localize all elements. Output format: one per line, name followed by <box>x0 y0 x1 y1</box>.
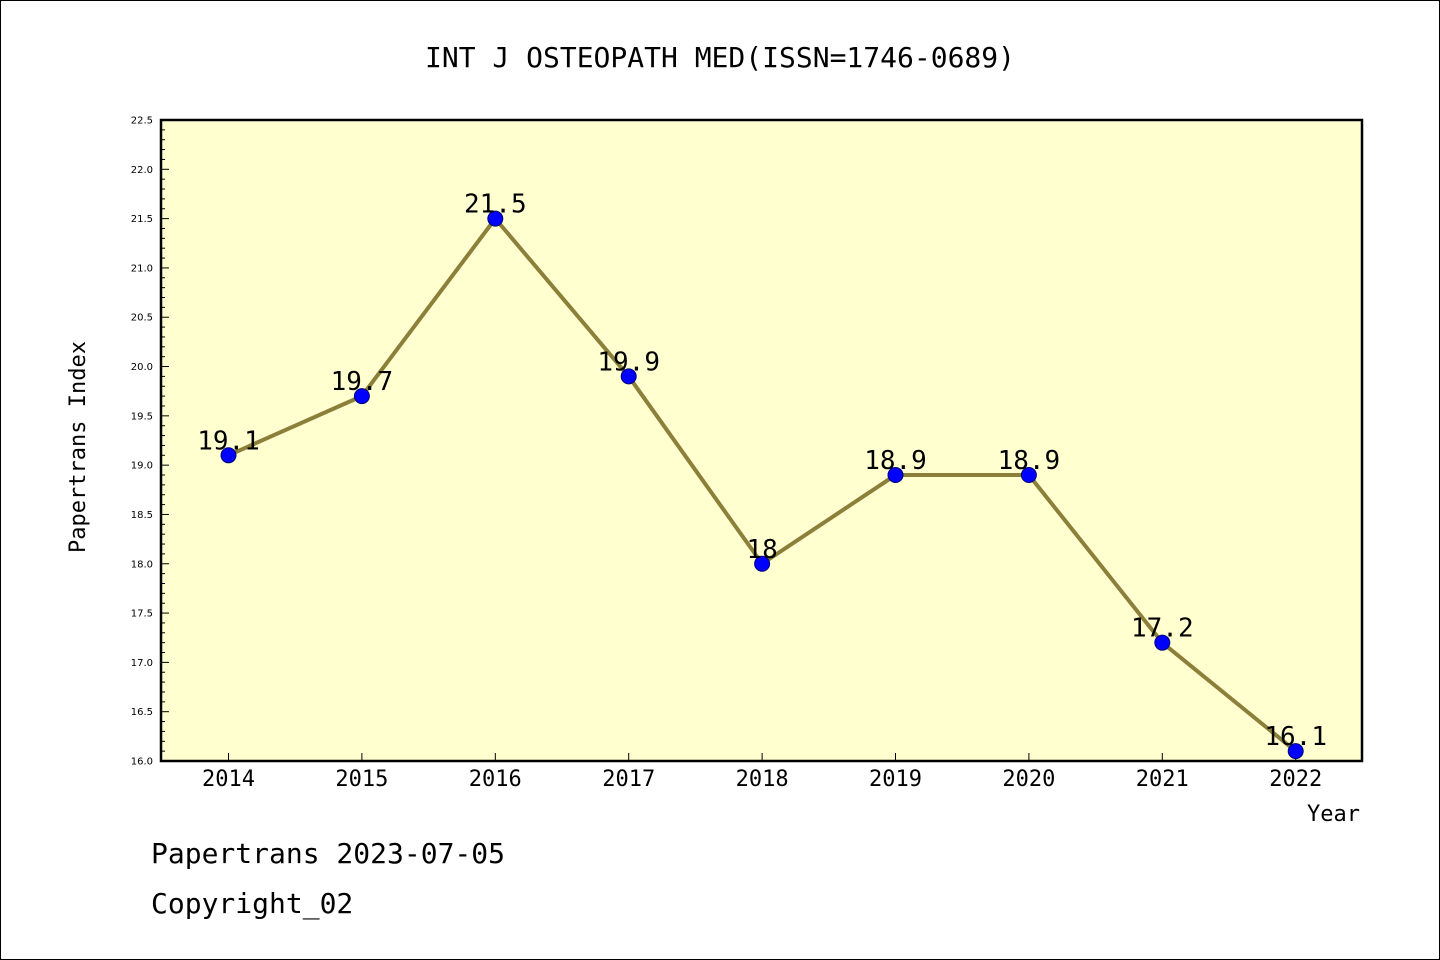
data-labels: 19.1 19.7 21.5 19.9 18 18.9 18.9 17.2 16.1 <box>197 190 1327 753</box>
x-tick-label: 2020 <box>1002 767 1055 792</box>
x-tick-label: 2018 <box>736 767 789 792</box>
data-label: 18 <box>746 535 777 565</box>
data-point <box>220 447 237 464</box>
data-label: 19.7 <box>331 367 394 397</box>
data-label: 21.5 <box>464 190 527 220</box>
data-label: 17.2 <box>1131 614 1194 644</box>
y-tick-label: 19.5 <box>131 411 153 422</box>
x-axis: 2014 2015 2016 2017 2018 2019 2020 2021 2022 <box>202 753 1322 792</box>
y-tick-label: 18.0 <box>131 559 153 570</box>
data-point <box>887 467 904 484</box>
y-axis: 16.0 16.5 17.0 17.5 18.0 18.5 19.0 19.5 20.0 20.5… <box>131 116 169 768</box>
data-point <box>1154 634 1171 651</box>
y-tick-label: 16.5 <box>131 707 153 718</box>
x-axis-label: Year <box>1307 802 1360 827</box>
plot-area <box>159 118 1364 763</box>
y-tick-label: 22.5 <box>131 116 153 127</box>
y-tick-label: 20.5 <box>131 313 153 324</box>
y-tick-label: 21.5 <box>131 214 153 225</box>
y-tick-label: 21.0 <box>131 263 153 274</box>
y-tick-label: 17.5 <box>131 609 153 620</box>
y-tick-label: 16.0 <box>131 757 153 768</box>
x-tick-label: 2015 <box>335 767 388 792</box>
y-tick-label: 20.0 <box>131 362 153 373</box>
data-point <box>754 555 771 572</box>
data-label: 18.9 <box>998 446 1061 476</box>
data-markers <box>220 210 1304 760</box>
data-point <box>487 210 504 227</box>
data-point <box>1287 743 1304 760</box>
data-label: 16.1 <box>1264 722 1327 752</box>
data-point <box>620 368 637 385</box>
x-tick-label: 2017 <box>602 767 655 792</box>
y-tick-label: 19.0 <box>131 461 153 472</box>
data-label: 19.9 <box>597 347 660 377</box>
y-tick-label: 22.0 <box>131 165 153 176</box>
y-tick-label: 17.0 <box>131 658 153 669</box>
footer-date-line: Papertrans 2023-07-05 <box>151 837 506 870</box>
x-tick-label: 2019 <box>869 767 922 792</box>
data-point <box>353 388 370 405</box>
data-label: 18.9 <box>864 446 927 476</box>
data-label: 19.1 <box>197 426 260 456</box>
footer-copyright: Copyright_02 <box>151 887 354 920</box>
x-tick-label: 2014 <box>202 767 255 792</box>
chart-title: INT J OSTEOPATH MED(ISSN=1746-0689) <box>425 41 1015 74</box>
x-tick-label: 2016 <box>469 767 522 792</box>
y-axis-label: Papertrans Index <box>66 341 91 553</box>
x-tick-label: 2022 <box>1269 767 1322 792</box>
data-point <box>1020 467 1037 484</box>
x-tick-label: 2021 <box>1136 767 1189 792</box>
y-tick-label: 18.5 <box>131 510 153 521</box>
